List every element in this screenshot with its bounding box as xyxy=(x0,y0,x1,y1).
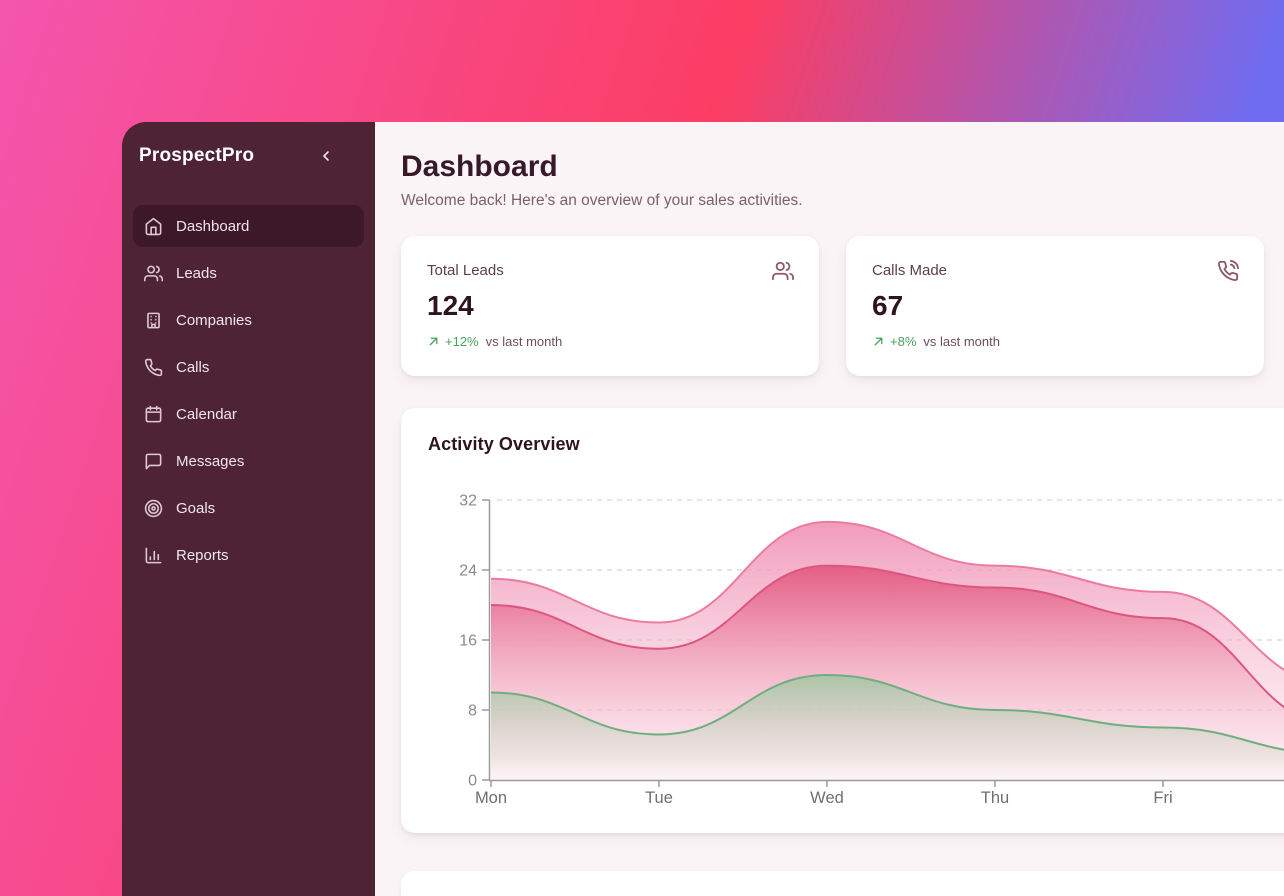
activity-area-chart: 0 8 16 24 32 Mon Tue Wed Thu Fri xyxy=(459,493,1284,807)
page-title: Dashboard xyxy=(401,150,558,183)
next-section-card xyxy=(401,871,1284,896)
stat-card-total-leads: Total Leads 124 +12% vs last month xyxy=(401,236,819,376)
sidebar-item-label: Goals xyxy=(176,499,216,517)
bar-chart-icon xyxy=(144,546,163,565)
x-tick-label-Tue: Tue xyxy=(645,789,673,807)
x-tick-label-Wed: Wed xyxy=(810,789,844,807)
building-icon xyxy=(144,311,163,330)
stat-value: 67 xyxy=(872,290,904,321)
stat-label: Calls Made xyxy=(872,262,948,279)
sidebar-item-messages[interactable]: Messages xyxy=(133,440,364,482)
calendar-icon xyxy=(144,405,163,424)
main-content: Dashboard Welcome back! Here's an overvi… xyxy=(375,122,1284,896)
message-square-icon xyxy=(144,452,163,471)
sidebar-item-label: Calendar xyxy=(176,405,237,423)
sidebar: ProspectPro Dashboard Leads xyxy=(122,122,375,896)
sidebar-collapse-button[interactable] xyxy=(314,144,338,168)
sidebar-item-label: Messages xyxy=(176,452,245,470)
stat-cards-row: Total Leads 124 +12% vs last month xyxy=(401,236,1284,376)
stat-change-row: +12% vs last month xyxy=(427,334,793,349)
sidebar-item-calendar[interactable]: Calendar xyxy=(133,393,364,435)
trending-up-icon xyxy=(872,335,885,348)
activity-overview-card: Activity Overview 0 8 16 24 32 Mon Tue Wed Thu Fr… xyxy=(401,408,1284,833)
sidebar-nav: Dashboard Leads Companies Calls xyxy=(133,205,364,576)
sidebar-item-label: Dashboard xyxy=(176,217,250,235)
stat-change-percent: +12% xyxy=(445,334,479,349)
sidebar-item-label: Companies xyxy=(176,311,252,329)
app-window: ProspectPro Dashboard Leads xyxy=(122,122,1284,896)
sidebar-header: ProspectPro xyxy=(133,142,364,168)
y-tick-label-32: 32 xyxy=(459,493,477,510)
chart-line-bottom-green xyxy=(490,673,1284,751)
page-subtitle: Welcome back! Here's an overview of your… xyxy=(401,192,803,209)
x-tick-label-Thu: Thu xyxy=(981,789,1009,807)
stat-change-row: +8% vs last month xyxy=(872,334,1238,349)
trending-up-icon xyxy=(427,335,440,348)
chart-area-bottom-green xyxy=(491,675,1284,780)
phone-icon xyxy=(144,358,163,377)
chevron-left-icon xyxy=(318,148,334,164)
x-tick-label-Mon: Mon xyxy=(475,789,507,807)
chart-line-middle-rose xyxy=(490,564,1284,709)
sidebar-item-dashboard[interactable]: Dashboard xyxy=(133,205,364,247)
users-icon xyxy=(144,264,163,283)
chart-line-outer-light-pink xyxy=(490,520,1284,671)
stat-card-calls-made: Calls Made 67 +8% vs last month xyxy=(846,236,1264,376)
sidebar-item-goals[interactable]: Goals xyxy=(133,487,364,529)
sidebar-item-calls[interactable]: Calls xyxy=(133,346,364,388)
stat-change-note: vs last month xyxy=(485,334,563,349)
sidebar-item-label: Leads xyxy=(176,264,217,282)
brand-logo: ProspectPro xyxy=(139,145,255,166)
y-tick-label-24: 24 xyxy=(459,563,477,580)
sidebar-item-companies[interactable]: Companies xyxy=(133,299,364,341)
y-tick-label-8: 8 xyxy=(468,703,477,720)
phone-call-icon xyxy=(1217,260,1239,282)
stat-value: 124 xyxy=(427,290,474,321)
target-icon xyxy=(144,499,163,518)
sidebar-item-label: Calls xyxy=(176,358,210,376)
sidebar-item-leads[interactable]: Leads xyxy=(133,252,364,294)
stat-change-note: vs last month xyxy=(923,334,1000,349)
home-icon xyxy=(144,217,163,236)
y-tick-label-16: 16 xyxy=(459,633,477,650)
chart-title: Activity Overview xyxy=(428,434,580,454)
y-tick-label-0: 0 xyxy=(468,773,477,790)
users-icon xyxy=(772,260,794,282)
sidebar-item-reports[interactable]: Reports xyxy=(133,534,364,576)
x-tick-label-Fri: Fri xyxy=(1153,789,1172,807)
stat-label: Total Leads xyxy=(427,262,504,279)
sidebar-item-label: Reports xyxy=(176,546,229,564)
stat-change-percent: +8% xyxy=(890,334,917,349)
